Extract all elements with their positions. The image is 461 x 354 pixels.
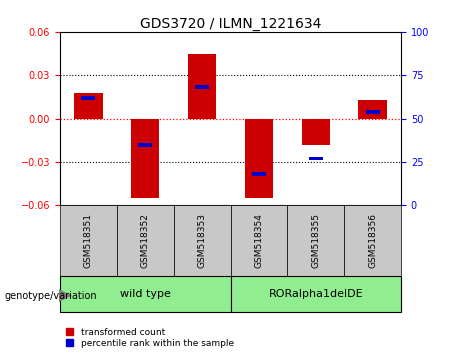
Bar	[230, 205, 287, 276]
Legend: transformed count, percentile rank within the sample: transformed count, percentile rank withi…	[65, 326, 236, 349]
Bar	[309, 156, 323, 160]
Bar	[138, 143, 152, 147]
Text: GSM518356: GSM518356	[368, 213, 377, 268]
Bar	[131, 119, 160, 198]
Bar	[344, 205, 401, 276]
Text: genotype/variation: genotype/variation	[5, 291, 97, 301]
Bar	[60, 205, 117, 276]
Text: GSM518352: GSM518352	[141, 213, 150, 268]
Bar	[174, 205, 230, 276]
Bar	[366, 110, 380, 114]
Text: RORalpha1delDE: RORalpha1delDE	[268, 289, 363, 299]
Bar	[301, 119, 330, 144]
Text: GSM518354: GSM518354	[254, 213, 263, 268]
Bar	[188, 53, 216, 119]
Title: GDS3720 / ILMN_1221634: GDS3720 / ILMN_1221634	[140, 17, 321, 31]
Bar	[74, 93, 102, 119]
Bar	[252, 172, 266, 176]
Text: wild type: wild type	[120, 289, 171, 299]
Bar	[195, 85, 209, 89]
Text: GSM518351: GSM518351	[84, 213, 93, 268]
Text: GSM518353: GSM518353	[198, 213, 207, 268]
Polygon shape	[59, 289, 72, 302]
Text: GSM518355: GSM518355	[311, 213, 320, 268]
Bar	[287, 205, 344, 276]
Bar	[117, 205, 174, 276]
Bar	[358, 100, 387, 119]
Bar	[230, 276, 401, 312]
Bar	[60, 276, 230, 312]
Bar	[81, 96, 95, 100]
Bar	[245, 119, 273, 198]
